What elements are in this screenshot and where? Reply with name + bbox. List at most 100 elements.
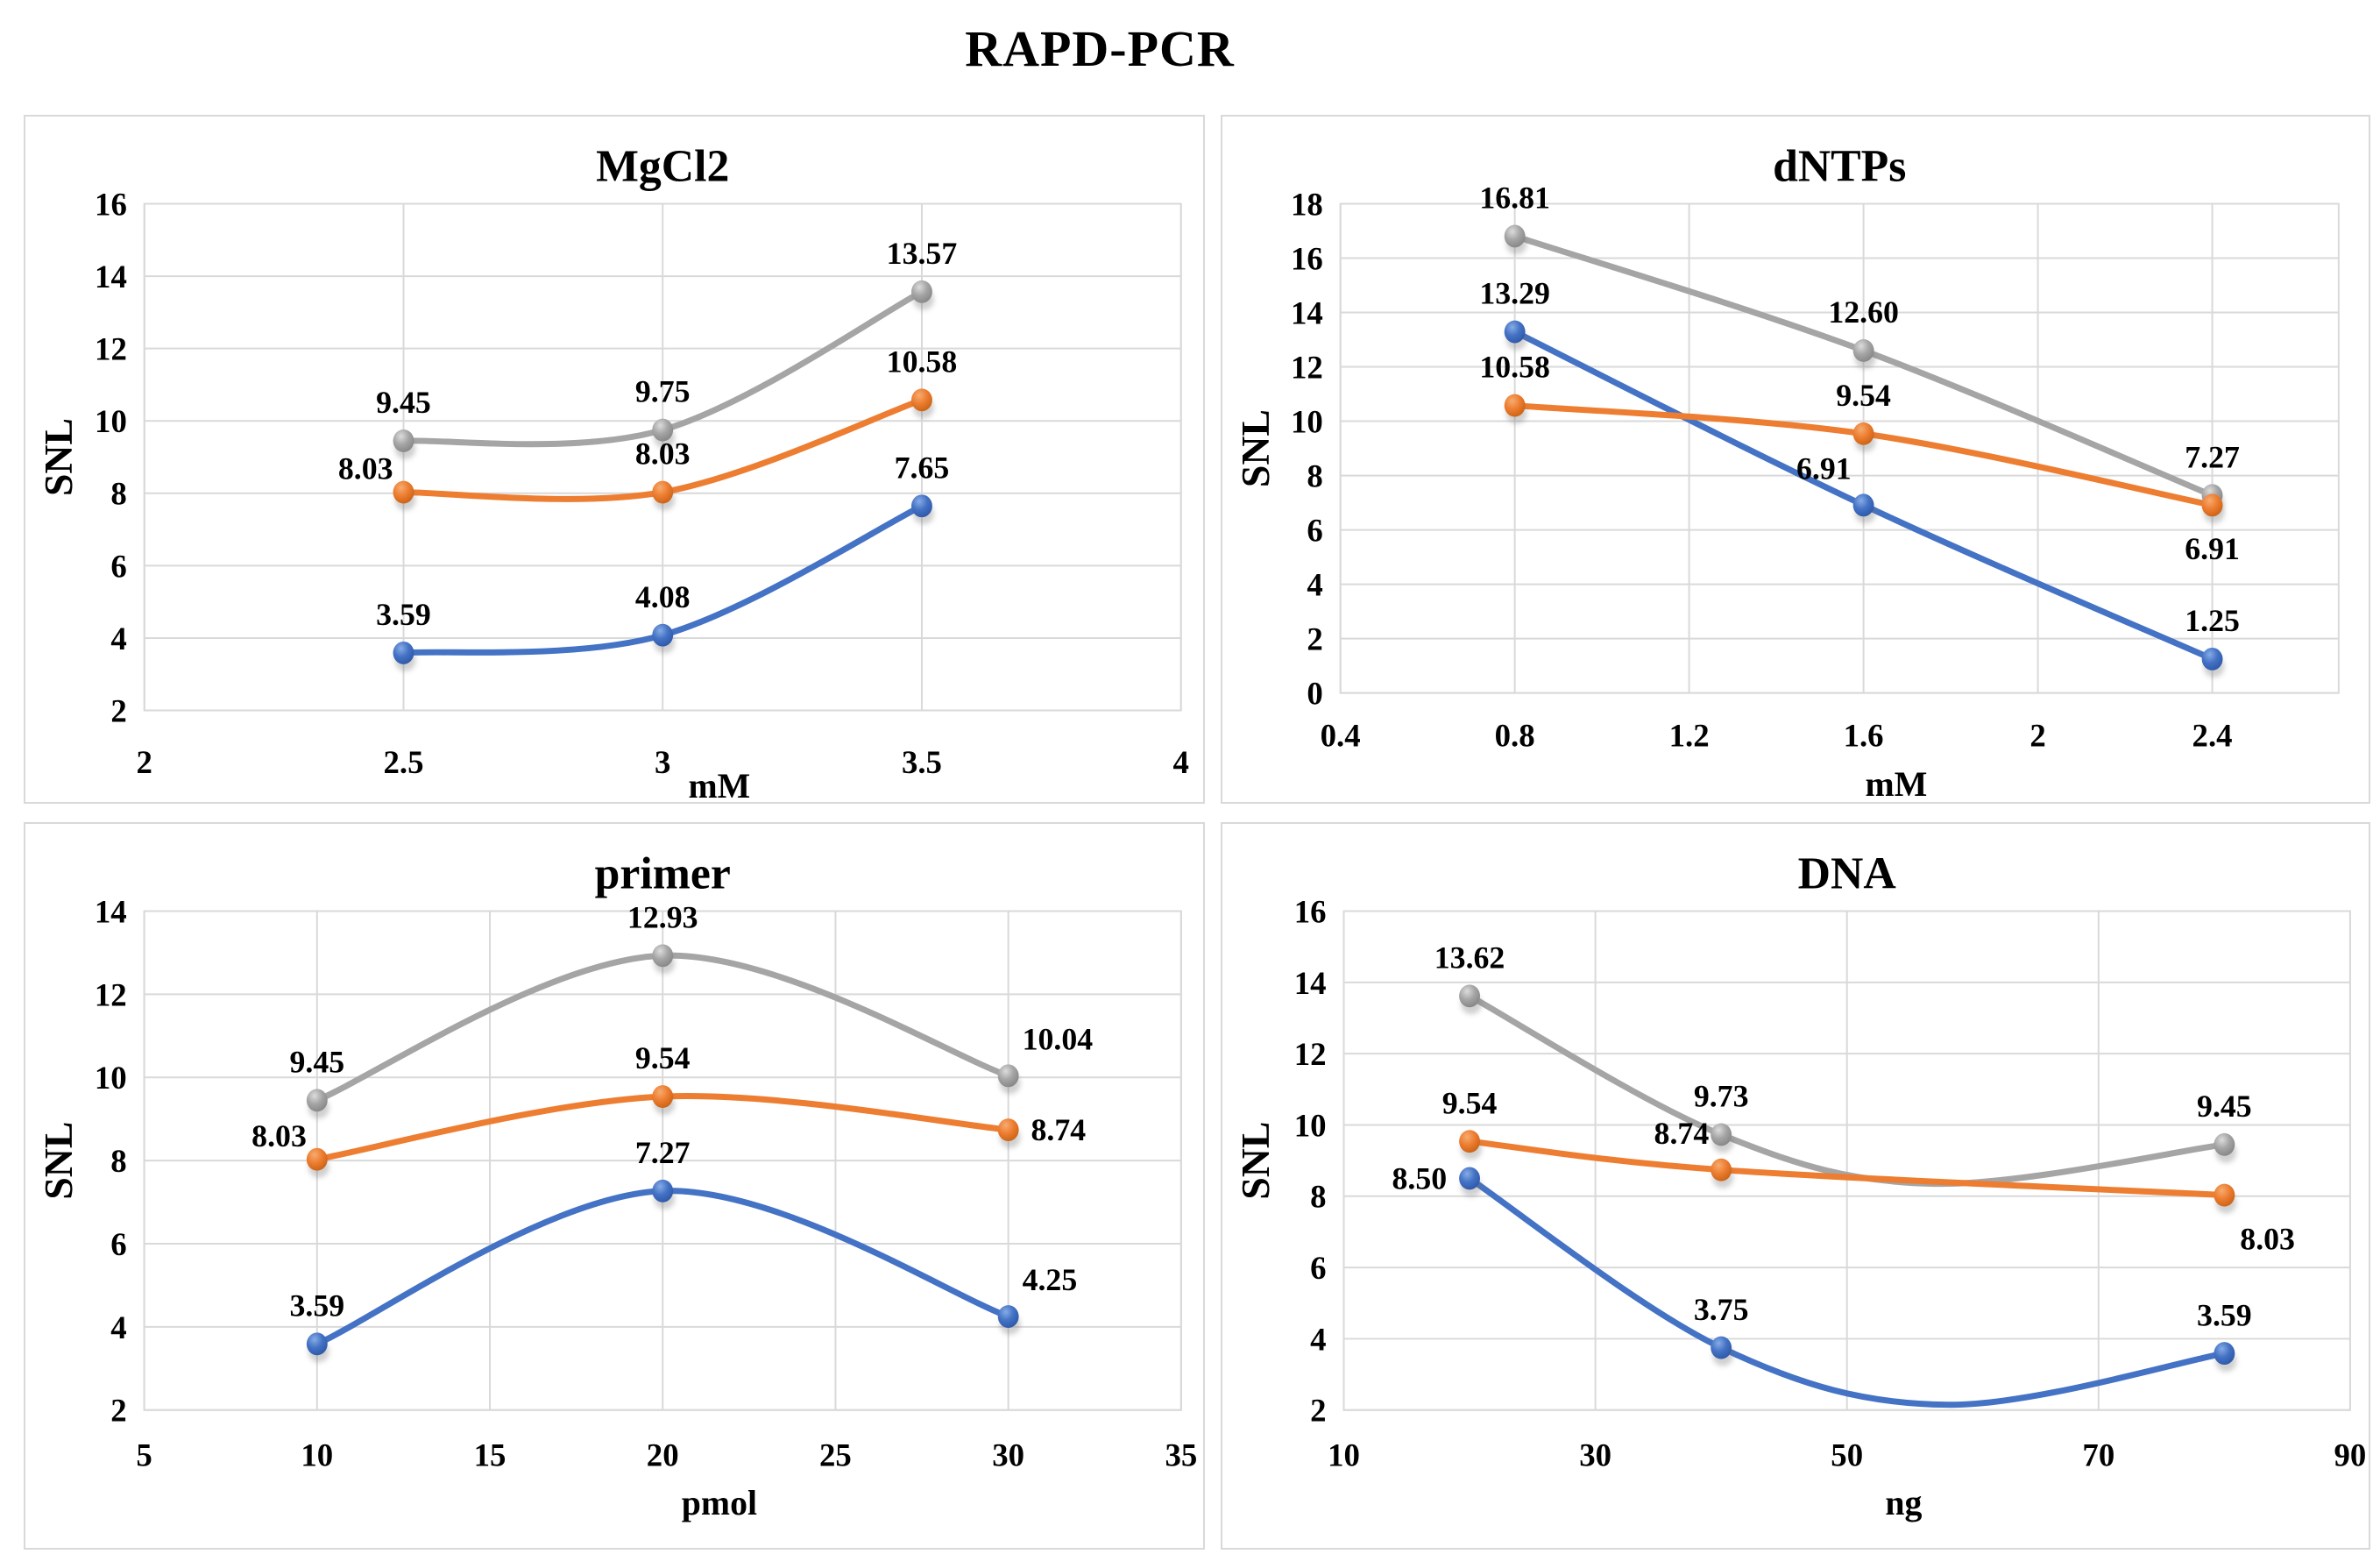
y-tick-label: 6 [110, 548, 126, 584]
data-label: 8.03 [251, 1118, 307, 1153]
plot-border [143, 910, 1182, 1411]
marker-orange [1459, 1130, 1480, 1153]
marker-orange [1711, 1158, 1732, 1181]
marker-blue [306, 1332, 328, 1356]
x-tick-label: 15 [474, 1437, 506, 1472]
y-tick-label: 14 [95, 259, 127, 294]
data-label: 6.91 [2185, 531, 2240, 566]
y-tick-label: 8 [110, 476, 126, 512]
marker-gray [306, 1089, 328, 1112]
x-tick-label: 3.5 [902, 744, 942, 780]
x-tick-label: 2.5 [383, 744, 423, 780]
x-tick-label: 2.4 [2192, 717, 2233, 753]
y-tick-label: 4 [110, 1309, 126, 1345]
data-label: 12.93 [627, 899, 698, 934]
y-tick-label: 4 [1307, 567, 1322, 603]
data-label: 9.54 [635, 1040, 691, 1075]
y-tick-label: 8 [1307, 458, 1322, 494]
y-axis-title: SNL [36, 418, 81, 496]
x-tick-label: 2 [137, 744, 152, 780]
y-tick-label: 14 [1291, 294, 1323, 330]
marker-gray [1852, 339, 1874, 362]
y-tick-label: 8 [1310, 1179, 1326, 1215]
y-tick-label: 8 [110, 1143, 126, 1179]
y-tick-label: 12 [1291, 349, 1323, 385]
y-tick-label: 10 [1294, 1107, 1327, 1143]
marker-blue [2201, 647, 2223, 671]
data-label: 4.08 [635, 579, 691, 614]
x-tick-label: 20 [647, 1437, 679, 1472]
data-label: 9.45 [2197, 1089, 2252, 1124]
y-tick-label: 10 [95, 1060, 127, 1096]
y-tick-label: 6 [1310, 1250, 1326, 1286]
chart-title: DNA [1798, 849, 1896, 899]
x-tick-label: 1.6 [1844, 717, 1884, 753]
data-label: 8.03 [635, 436, 691, 472]
data-label: 8.50 [1392, 1160, 1448, 1196]
y-tick-label: 2 [1307, 621, 1322, 657]
chart-title: dNTPs [1773, 142, 1906, 192]
marker-blue [652, 1179, 674, 1203]
y-tick-label: 16 [95, 186, 127, 222]
y-tick-label: 12 [95, 976, 127, 1012]
x-axis-title: mM [689, 767, 751, 802]
x-tick-label: 25 [819, 1437, 852, 1472]
y-tick-label: 12 [1294, 1036, 1327, 1072]
data-label: 9.54 [1836, 378, 1891, 413]
chart-panel-mgcl2: 2 2.5 3 3.5 4 2 4 6 8 10 12 14 16 MgCl2 mM SNL 3.59 4.08 7… [24, 115, 1205, 804]
marker-gray [911, 280, 932, 303]
y-tick-label: 4 [110, 621, 126, 656]
y-tick-label: 10 [1291, 403, 1323, 439]
marker-gray [2214, 1132, 2235, 1156]
plot-border [143, 202, 1182, 712]
x-tick-label: 10 [301, 1437, 333, 1472]
data-label: 8.74 [1654, 1116, 1710, 1151]
marker-blue [2214, 1342, 2235, 1366]
y-tick-label: 6 [110, 1226, 126, 1262]
y-tick-label: 2 [110, 1393, 126, 1429]
marker-gray [393, 429, 414, 452]
y-tick-label: 16 [1294, 893, 1327, 929]
marker-orange [306, 1147, 328, 1171]
data-label: 12.60 [1828, 294, 1899, 330]
data-label: 8.03 [338, 451, 393, 486]
x-axis-title: pmol [682, 1484, 757, 1522]
marker-orange [1504, 394, 1526, 417]
chart-primer: 5 10 15 20 25 30 35 2 4 6 8 10 12 14 primer pmol SNL 3.59… [36, 849, 1197, 1523]
chart-dna: 10 30 50 70 90 2 4 6 8 10 12 14 16 DNA ng SNL 8.50 3.75 3.… [1233, 849, 2366, 1523]
marker-gray [1504, 224, 1526, 248]
y-tick-label: 18 [1291, 186, 1323, 222]
data-label: 3.59 [376, 597, 431, 632]
data-label: 7.27 [635, 1135, 691, 1170]
data-label: 3.59 [2197, 1297, 2252, 1332]
x-tick-label: 0.8 [1495, 717, 1535, 753]
marker-blue [393, 641, 414, 664]
x-tick-label: 4 [1172, 744, 1188, 780]
marker-orange [652, 480, 674, 504]
x-tick-label: 35 [1165, 1437, 1197, 1472]
x-tick-label: 50 [1831, 1437, 1863, 1472]
chart-mgcl2: 2 2.5 3 3.5 4 2 4 6 8 10 12 14 16 MgCl2 mM SNL 3.59 4.08 7… [36, 142, 1189, 802]
data-label: 8.74 [1031, 1112, 1087, 1147]
marker-blue [1504, 320, 1526, 344]
chart-panel-primer: 5 10 15 20 25 30 35 2 4 6 8 10 12 14 primer pmol SNL 3.59… [24, 822, 1205, 1550]
x-tick-label: 30 [1579, 1437, 1611, 1472]
figure-title: RAPD-PCR [965, 20, 1235, 77]
data-label: 3.75 [1694, 1292, 1749, 1327]
y-tick-label: 2 [1310, 1393, 1326, 1429]
data-label: 9.73 [1694, 1079, 1749, 1114]
marker-orange [997, 1118, 1019, 1141]
y-axis-title: SNL [1233, 409, 1278, 487]
data-label: 7.65 [895, 450, 950, 485]
marker-orange [2214, 1183, 2235, 1207]
x-tick-label: 1.2 [1669, 717, 1710, 753]
series-line-blue [1466, 1174, 2228, 1409]
y-tick-label: 14 [95, 893, 127, 929]
x-axis-title: mM [1866, 765, 1928, 802]
data-label: 13.62 [1434, 940, 1505, 975]
data-label: 10.58 [1479, 350, 1550, 385]
marker-orange [1852, 422, 1874, 445]
chart-panel-dntps: 0.4 0.8 1.2 1.6 2 2.4 0 2 4 6 8 10 12 14 16 18 dNTPs mM SN… [1221, 115, 2370, 804]
series-line-orange [1466, 1138, 2228, 1199]
data-label: 3.59 [289, 1288, 344, 1323]
